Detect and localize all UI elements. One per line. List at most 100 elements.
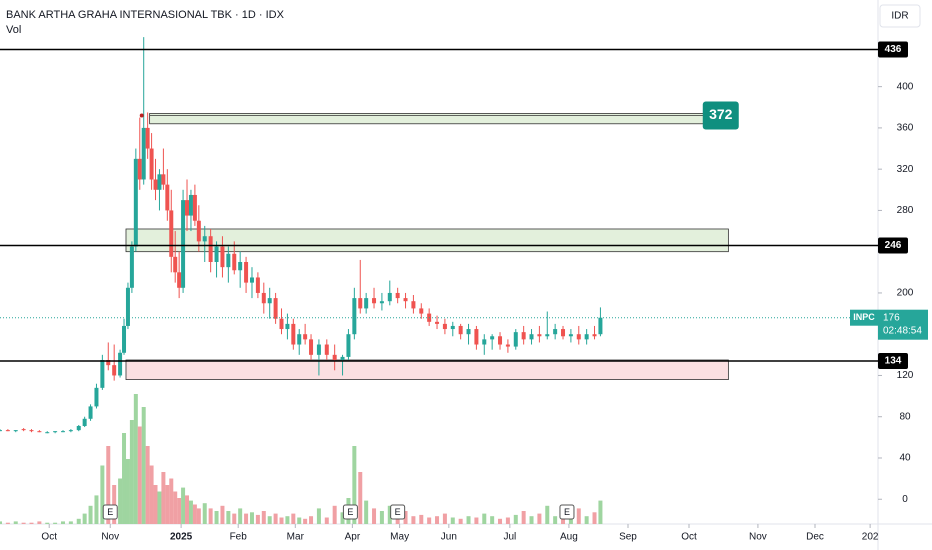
candle-body [94, 387, 99, 407]
volume-bar [450, 517, 455, 524]
volume-bar [232, 513, 237, 524]
earnings-box [102, 504, 118, 520]
earnings-label: E [347, 507, 353, 517]
candle-body [273, 298, 278, 319]
volume-bar [513, 514, 518, 524]
volume-bar [297, 517, 302, 524]
level-label: 134 [885, 356, 902, 367]
candle-body [149, 148, 154, 180]
volume-bar [125, 459, 130, 524]
volume-bar [94, 495, 99, 524]
candle-body [529, 334, 534, 340]
candle-body [411, 301, 416, 309]
candle-body [238, 262, 243, 271]
candle-body [185, 200, 190, 216]
volume-bar [458, 518, 463, 524]
volume-bar [435, 516, 440, 524]
y-tick-label: 320 [897, 164, 914, 175]
candle-body [192, 194, 197, 221]
volume-bar [584, 516, 589, 524]
volume-bar [285, 516, 290, 524]
last-price: 176 [883, 312, 900, 323]
candle-body [568, 334, 573, 337]
earnings-label: E [107, 507, 113, 517]
x-tick-label: Apr [345, 532, 361, 543]
candle-body [267, 298, 272, 304]
volume-bar [29, 522, 34, 524]
volume-bar [291, 513, 296, 524]
volume-bar [364, 500, 369, 524]
volume-bar [165, 485, 170, 524]
candle-body [279, 318, 284, 330]
volume-bar [372, 508, 377, 524]
volume-bar [442, 513, 447, 524]
volume-bar [521, 511, 526, 524]
candle-body [53, 431, 58, 433]
candle-body [553, 329, 558, 335]
x-tick-label: Nov [101, 532, 119, 543]
volume-bar [249, 512, 254, 524]
volume-bar [149, 465, 154, 524]
candle-body [45, 432, 50, 434]
candle-body [285, 323, 290, 330]
candle-body [372, 298, 377, 304]
candle-body [88, 406, 93, 419]
candle-body [5, 430, 10, 432]
volume-bar [352, 446, 357, 524]
candle-body [291, 323, 296, 345]
volume-bar [466, 516, 471, 524]
candle-body [100, 359, 105, 388]
volume-bar [173, 491, 178, 524]
candle-body [122, 325, 127, 353]
y-tick-label: 400 [897, 81, 914, 92]
signal-dot [139, 113, 144, 118]
candle-body [498, 336, 503, 345]
candle-body [177, 272, 182, 288]
countdown: 02:48:54 [883, 325, 922, 336]
candle-body [173, 256, 178, 273]
currency-box[interactable] [879, 4, 921, 28]
x-tick-label: 202 [862, 532, 879, 543]
x-tick-label: Mar [287, 532, 305, 543]
candle-body [165, 184, 170, 211]
candle-body [340, 356, 345, 360]
volume-bar [261, 511, 266, 524]
volume-bar [255, 514, 260, 524]
candle-body [220, 246, 225, 268]
volume-bar [0, 521, 2, 524]
volume-bar [553, 516, 558, 524]
volume-bar [592, 512, 597, 524]
volume-bar [490, 516, 495, 524]
volume-bar [45, 522, 50, 524]
ticker-tag [850, 309, 878, 326]
candle-body [352, 298, 357, 335]
volume-bar [419, 514, 424, 524]
volume-bar [177, 498, 182, 524]
level-tag [878, 353, 908, 370]
y-tick-label: 360 [897, 123, 914, 134]
x-tick-label: 2025 [170, 532, 193, 543]
candle-body [181, 200, 186, 288]
volume-bar [576, 508, 581, 524]
zone [125, 359, 729, 380]
volume-bar [161, 472, 166, 524]
candle-body [482, 339, 487, 345]
candle-body [261, 292, 266, 304]
candle-body [576, 334, 581, 340]
candle-body [232, 253, 237, 271]
candle-body [324, 344, 329, 355]
candle-body [450, 325, 455, 330]
candle-body [490, 336, 495, 340]
volume-bar [141, 407, 146, 524]
earnings-label: E [395, 507, 401, 517]
currency[interactable]: IDR [891, 11, 908, 22]
volume-bar [482, 513, 487, 524]
volume-bar [76, 518, 81, 524]
volume-bar [379, 511, 384, 524]
volume-bar [324, 517, 329, 524]
volume-bar [169, 478, 174, 524]
volume-bar [181, 487, 186, 524]
candle-body [303, 334, 308, 340]
earnings-box [342, 504, 358, 520]
